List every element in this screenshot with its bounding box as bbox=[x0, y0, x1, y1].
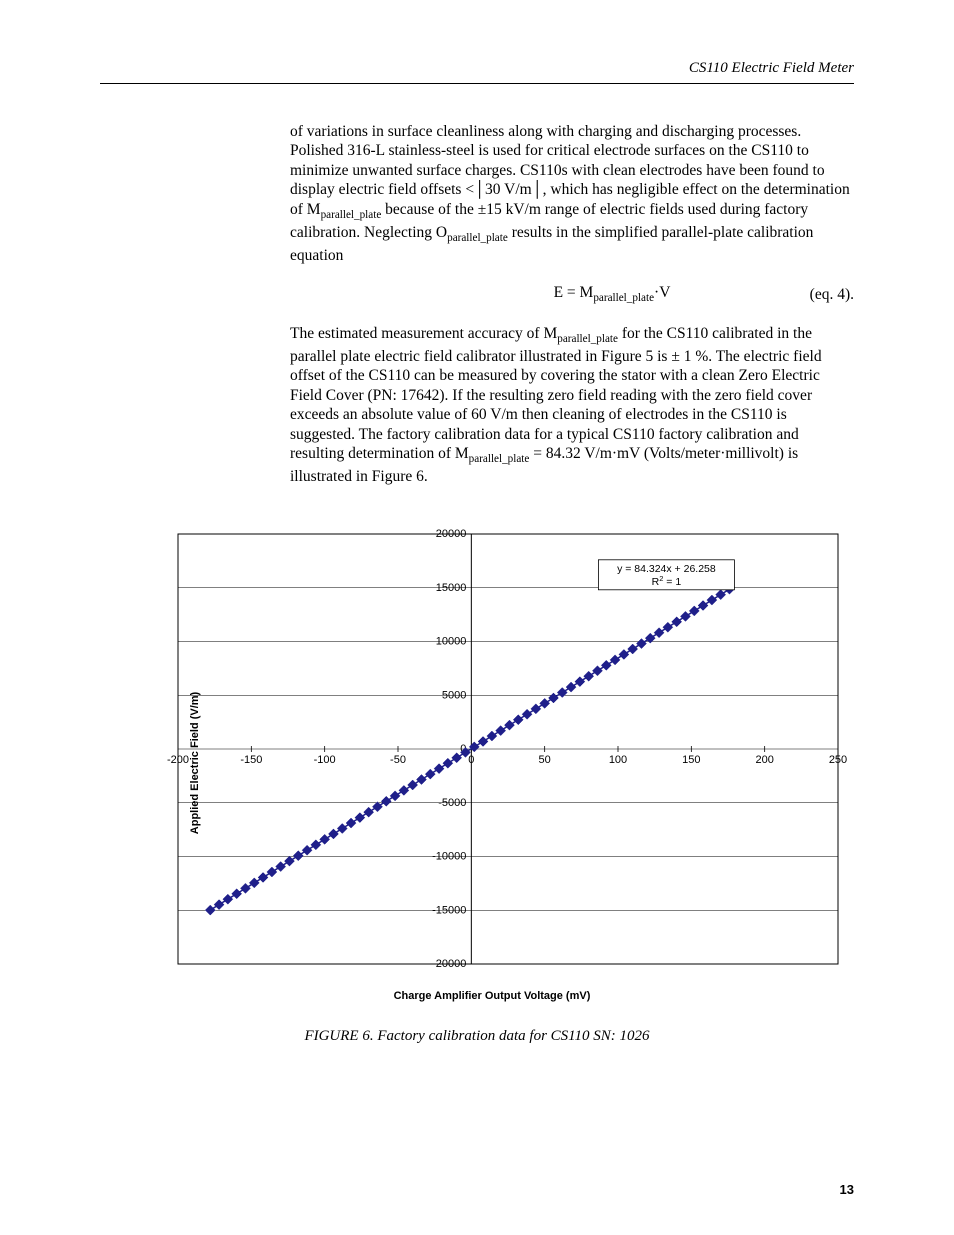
svg-text:-150: -150 bbox=[240, 754, 262, 766]
calibration-chart: Applied Electric Field (V/m) -20000 -1500… bbox=[130, 524, 854, 1002]
svg-text:-10000: -10000 bbox=[432, 851, 466, 863]
svg-text:y = 84.324x + 26.258: y = 84.324x + 26.258 bbox=[617, 563, 716, 575]
running-header: CS110 Electric Field Meter bbox=[100, 60, 854, 77]
svg-text:5000: 5000 bbox=[442, 690, 466, 702]
svg-text:15000: 15000 bbox=[436, 582, 467, 594]
svg-text:-15000: -15000 bbox=[432, 905, 466, 917]
svg-text:150: 150 bbox=[682, 754, 700, 766]
chart-svg: -20000-15000-10000-500005000100001500020… bbox=[130, 524, 848, 986]
figure-6-caption: FIGURE 6. Factory calibration data for C… bbox=[100, 1028, 854, 1045]
svg-text:-20000: -20000 bbox=[432, 958, 466, 970]
svg-text:-50: -50 bbox=[390, 754, 406, 766]
header-rule bbox=[100, 83, 854, 84]
svg-text:-200: -200 bbox=[167, 754, 189, 766]
x-axis-title: Charge Amplifier Output Voltage (mV) bbox=[130, 990, 854, 1002]
equation-4: E = Mparallel_plate·V (eq. 4). bbox=[290, 283, 854, 306]
svg-text:10000: 10000 bbox=[436, 636, 467, 648]
y-axis-title: Applied Electric Field (V/m) bbox=[189, 692, 201, 834]
svg-text:-5000: -5000 bbox=[438, 797, 466, 809]
svg-text:20000: 20000 bbox=[436, 528, 467, 540]
page-number: 13 bbox=[840, 1182, 854, 1197]
svg-text:200: 200 bbox=[755, 754, 773, 766]
svg-text:100: 100 bbox=[609, 754, 627, 766]
svg-text:R2 = 1: R2 = 1 bbox=[652, 574, 682, 589]
page: CS110 Electric Field Meter of variations… bbox=[0, 0, 954, 1235]
equation-body: E = Mparallel_plate·V bbox=[440, 283, 784, 306]
equation-number: (eq. 4). bbox=[784, 285, 854, 304]
paragraph-1: of variations in surface cleanliness alo… bbox=[290, 122, 854, 265]
svg-text:-100: -100 bbox=[314, 754, 336, 766]
svg-text:250: 250 bbox=[829, 754, 847, 766]
svg-text:50: 50 bbox=[539, 754, 551, 766]
paragraph-2: The estimated measurement accuracy of Mp… bbox=[290, 324, 854, 486]
